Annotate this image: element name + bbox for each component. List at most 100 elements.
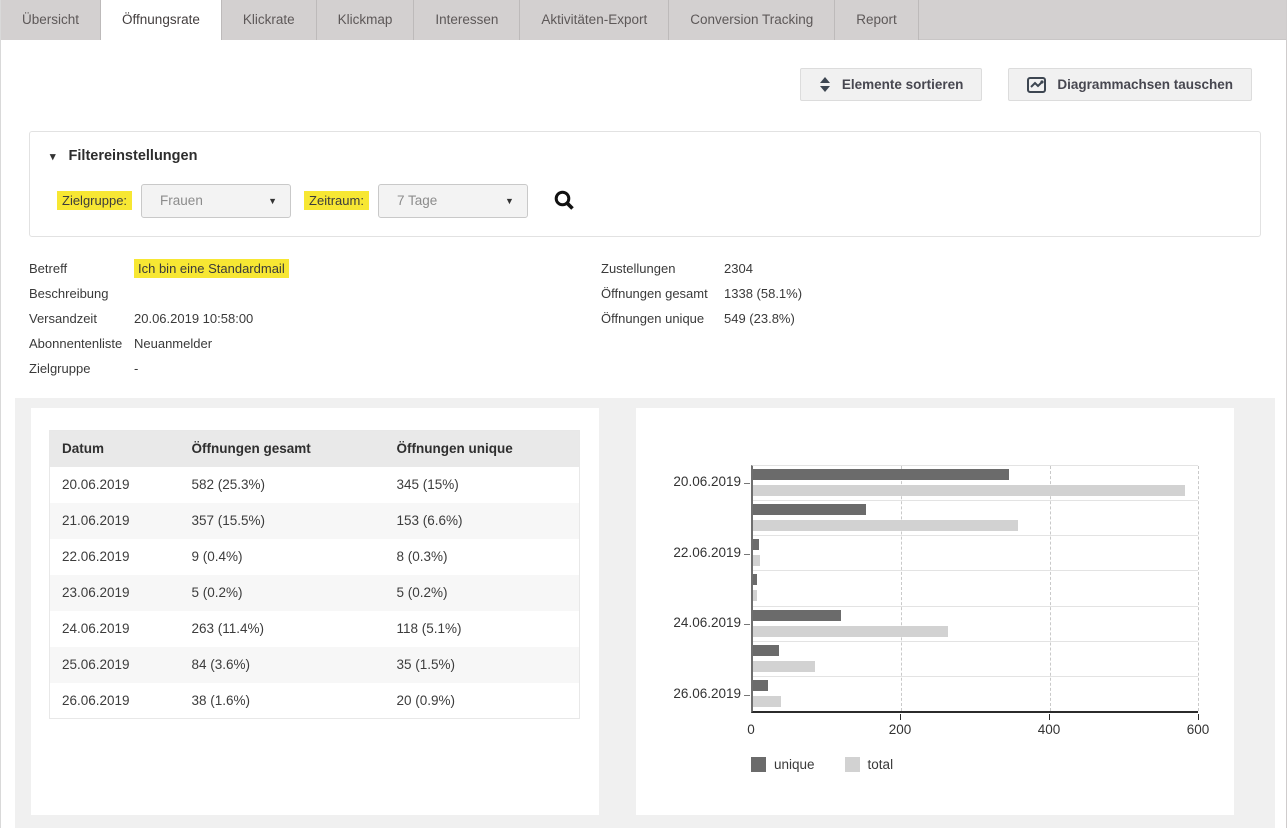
y-axis-tick bbox=[744, 482, 750, 484]
unique-bar bbox=[753, 469, 1009, 480]
zielgruppe-label: Zielgruppe: bbox=[57, 191, 133, 210]
caret-down-icon: ▾ bbox=[50, 150, 56, 163]
caret-down-icon: ▼ bbox=[268, 195, 278, 206]
detail-row: Beschreibung bbox=[29, 281, 289, 306]
zeitraum-dropdown[interactable]: 7 Tage ▼ bbox=[377, 183, 528, 218]
total-bar bbox=[753, 555, 760, 567]
table-row: 26.06.2019 38 (1.6%) 20 (0.9%) bbox=[50, 683, 580, 719]
chart-bar-group bbox=[753, 642, 1198, 677]
stat-row: Zustellungen 2304 bbox=[601, 256, 802, 281]
total-bar bbox=[753, 485, 1185, 496]
tab-klickrate[interactable]: Klickrate bbox=[221, 0, 317, 40]
table-header-cell: Öffnungen gesamt bbox=[179, 430, 385, 467]
detail-label: Versandzeit bbox=[29, 311, 97, 326]
chart-plot-area bbox=[751, 465, 1199, 713]
chart-bar-group bbox=[753, 466, 1198, 502]
table-row: 22.06.2019 9 (0.4%) 8 (0.3%) bbox=[50, 539, 580, 575]
x-axis-tick bbox=[900, 714, 901, 720]
stat-value: 549 (23.8%) bbox=[724, 311, 795, 326]
unique-bar bbox=[753, 679, 768, 691]
table-header-cell: Datum bbox=[49, 430, 180, 467]
sort-elements-label: Elemente sortieren bbox=[841, 77, 964, 92]
zeitraum-label: Zeitraum: bbox=[304, 191, 369, 210]
stat-value: 2304 bbox=[724, 261, 753, 276]
legend-swatch bbox=[751, 757, 766, 772]
detail-value: Ich bin eine Standardmail bbox=[134, 259, 289, 278]
stat-value: 1338 (58.1%) bbox=[724, 286, 803, 301]
x-axis-label: 400 bbox=[1037, 722, 1061, 737]
table-cell: 23.06.2019 bbox=[49, 574, 180, 611]
legend-label: total bbox=[867, 757, 894, 772]
total-bar bbox=[753, 695, 782, 707]
table-row: 21.06.2019 357 (15.5%) 153 (6.6%) bbox=[49, 502, 580, 539]
table-header-row: Datum Öffnungen gesamt Öffnungen unique bbox=[49, 430, 580, 467]
y-axis-tick bbox=[744, 695, 750, 697]
chart-gridline bbox=[901, 466, 903, 711]
stat-label: Zustellungen bbox=[601, 261, 676, 276]
legend-item-total: total bbox=[844, 757, 894, 772]
unique-bar bbox=[753, 504, 867, 516]
y-axis-label: 20.06.2019 bbox=[673, 473, 741, 489]
detail-row: Abonnentenliste Neuanmelder bbox=[29, 331, 289, 356]
chart-bar-group bbox=[753, 536, 1198, 572]
tab-klickmap[interactable]: Klickmap bbox=[316, 0, 415, 40]
toolbar: Elemente sortieren Diagrammachsen tausch… bbox=[799, 68, 1252, 101]
table-row: 24.06.2019 263 (11.4%) 118 (5.1%) bbox=[50, 611, 580, 647]
table-cell: 582 (25.3%) bbox=[191, 477, 266, 492]
unique-bar bbox=[753, 574, 757, 586]
table-header-cell: Öffnungen unique bbox=[384, 430, 580, 467]
tab--bersicht[interactable]: Übersicht bbox=[1, 0, 102, 40]
chart-bar-group bbox=[753, 501, 1198, 537]
tab-interessen[interactable]: Interessen bbox=[414, 0, 521, 40]
detail-label: Zielgruppe bbox=[29, 361, 91, 376]
x-axis-label: 600 bbox=[1186, 722, 1210, 737]
y-axis-tick bbox=[744, 624, 750, 626]
chart-bar-group bbox=[753, 677, 1198, 711]
filter-row: Zielgruppe: Frauen ▼ Zeitraum: 7 Tage ▼ bbox=[57, 183, 576, 218]
unique-bar bbox=[753, 609, 841, 621]
tab--ffnungsrate[interactable]: Öffnungsrate bbox=[101, 0, 222, 40]
detail-row: Betreff Ich bin eine Standardmail bbox=[29, 256, 289, 281]
total-bar bbox=[753, 625, 949, 637]
filter-settings-title: Filtereinstellungen bbox=[68, 148, 198, 164]
tab-report[interactable]: Report bbox=[835, 0, 919, 40]
table-cell: 20.06.2019 bbox=[62, 477, 130, 492]
table-row: 25.06.2019 84 (3.6%) 35 (1.5%) bbox=[49, 646, 580, 683]
chart-gridline bbox=[1049, 466, 1051, 711]
tab-conversion-tracking[interactable]: Conversion Tracking bbox=[669, 0, 836, 40]
table-cell: 84 (3.6%) bbox=[179, 646, 385, 683]
x-axis-tick bbox=[1198, 714, 1199, 720]
table-cell: 25.06.2019 bbox=[49, 646, 180, 683]
total-bar bbox=[753, 520, 1018, 532]
openings-table-card: Datum Öffnungen gesamt Öffnungen unique 20.… bbox=[31, 408, 599, 815]
table-cell: 22.06.2019 bbox=[62, 549, 130, 564]
detail-label: Abonnentenliste bbox=[29, 336, 123, 351]
table-cell: 357 (15.5%) bbox=[179, 502, 385, 539]
detail-value: - bbox=[134, 361, 139, 376]
detail-row: Versandzeit 20.06.2019 10:58:00 bbox=[29, 306, 289, 331]
table-cell: 38 (1.6%) bbox=[191, 692, 251, 708]
detail-row: Zielgruppe - bbox=[29, 356, 289, 381]
total-bar bbox=[753, 660, 816, 672]
search-button[interactable] bbox=[553, 189, 576, 212]
x-axis-label: 0 bbox=[747, 722, 755, 737]
table-cell: 153 (6.6%) bbox=[384, 502, 580, 539]
magnifier-icon bbox=[554, 190, 574, 210]
stat-row: Öffnungen unique 549 (23.8%) bbox=[601, 306, 802, 331]
swap-chart-axes-label: Diagrammachsen tauschen bbox=[1057, 77, 1233, 92]
table-cell: 263 (11.4%) bbox=[191, 621, 265, 636]
y-axis-label: 24.06.2019 bbox=[673, 615, 741, 631]
zielgruppe-value: Frauen bbox=[160, 193, 203, 208]
stat-row: Öffnungen gesamt 1338 (58.1%) bbox=[601, 281, 802, 306]
table-cell: 345 (15%) bbox=[396, 477, 459, 492]
zielgruppe-dropdown[interactable]: Frauen ▼ bbox=[141, 183, 292, 218]
sort-elements-button[interactable]: Elemente sortieren bbox=[799, 68, 983, 101]
table-row: 20.06.2019 582 (25.3%) 345 (15%) bbox=[50, 467, 580, 503]
caret-down-icon: ▼ bbox=[505, 195, 514, 206]
mailing-stats: Zustellungen 2304 Öffnungen gesamt 1338 (58… bbox=[601, 256, 802, 331]
swap-chart-axes-button[interactable]: Diagrammachsen tauschen bbox=[1008, 68, 1252, 101]
tab-aktivit-ten-export[interactable]: Aktivitäten-Export bbox=[520, 0, 670, 40]
detail-value: 20.06.2019 10:58:00 bbox=[134, 311, 254, 326]
table-cell: 118 (5.1%) bbox=[396, 621, 462, 636]
filter-settings-toggle[interactable]: ▾ Filtereinstellungen bbox=[50, 148, 197, 164]
